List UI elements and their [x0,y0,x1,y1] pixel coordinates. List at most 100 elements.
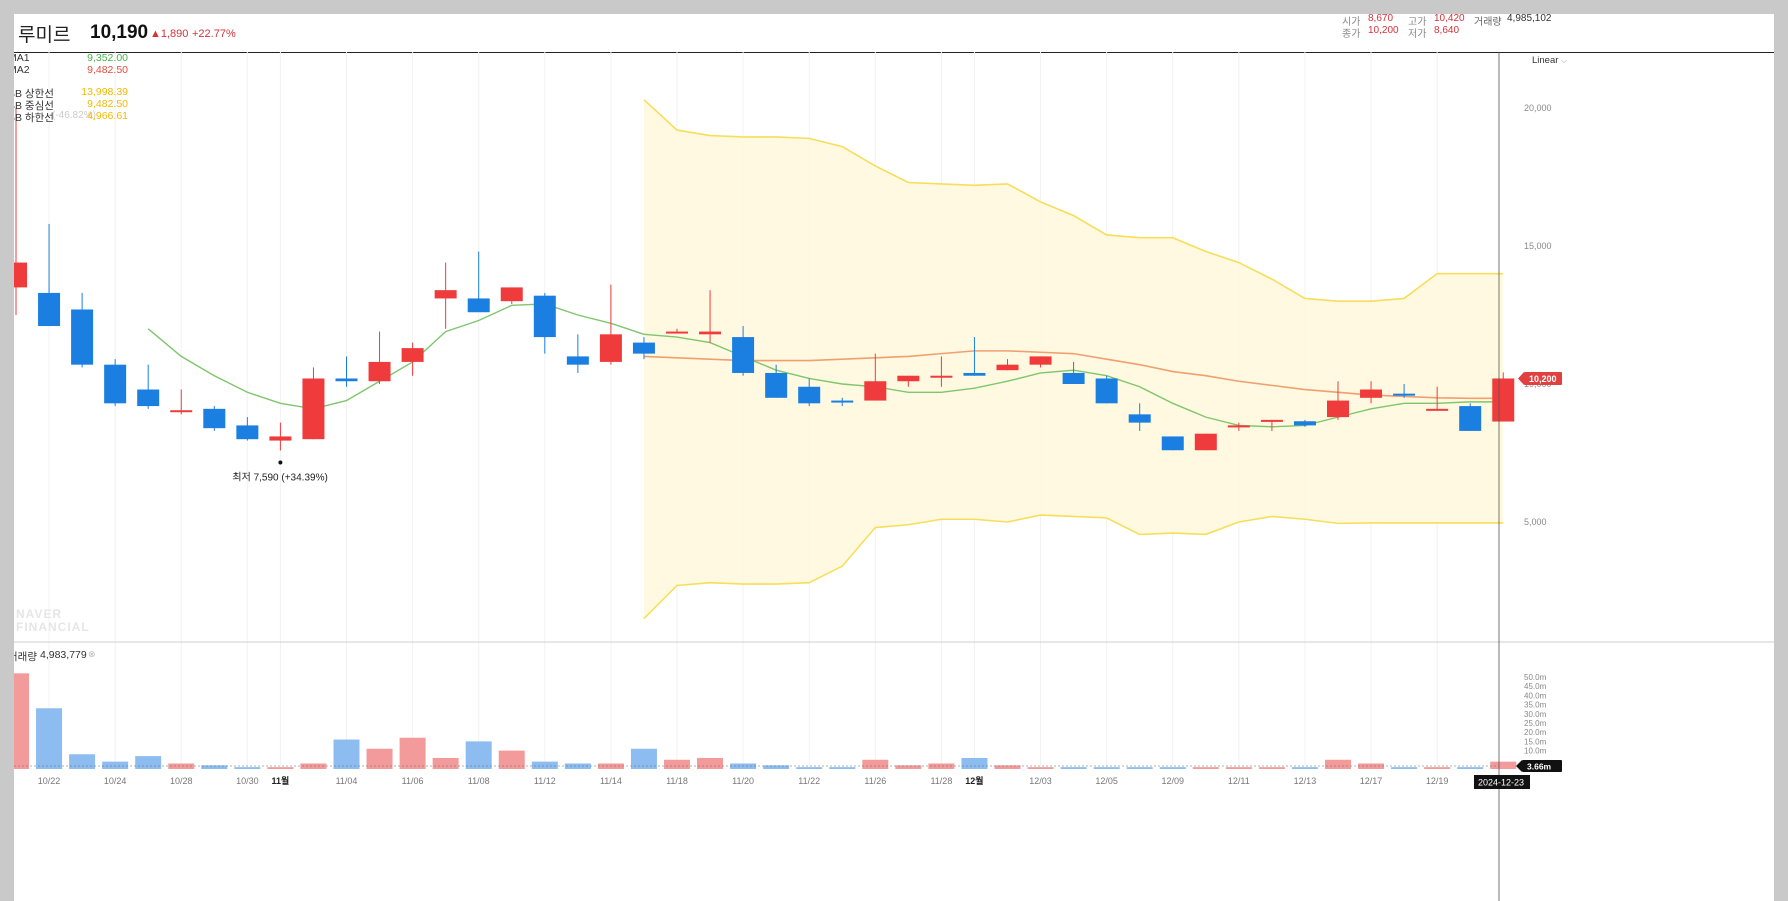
volume-bar[interactable] [664,759,690,769]
candle[interactable] [1095,375,1118,404]
volume-bar[interactable] [465,741,492,769]
candle[interactable] [864,353,887,401]
volume-bar[interactable] [1060,767,1087,769]
volume-bar[interactable] [1457,767,1484,769]
candle[interactable] [599,284,622,365]
volume-bar[interactable] [697,757,724,769]
volume-axis: 50.0m45.0m40.0m35.0m30.0m25.0m20.0m15.0m… [1524,673,1547,756]
candle[interactable] [1393,384,1416,398]
volume-bar[interactable] [168,763,195,769]
candle[interactable] [1194,433,1217,451]
volume-bar[interactable] [399,737,426,769]
candle[interactable] [533,292,556,354]
volume-bar[interactable] [366,748,393,769]
legend-bb-upper-label: BB 상한선 [14,88,54,100]
candle[interactable] [368,331,391,384]
volume-bar[interactable] [796,767,823,769]
volume-bar[interactable] [630,748,657,769]
candle[interactable] [1492,372,1515,422]
volume-bar[interactable] [895,765,922,769]
candle[interactable] [798,378,821,407]
volume-bar[interactable] [135,756,162,769]
volume-bar[interactable] [1424,767,1451,769]
candle[interactable] [1227,422,1250,431]
candle[interactable] [104,359,127,407]
candle[interactable] [71,292,94,368]
candle[interactable] [500,287,523,304]
candle[interactable] [137,364,160,409]
candle[interactable] [401,342,424,376]
volume-bar[interactable] [102,761,129,769]
candle[interactable] [632,337,655,360]
candle[interactable] [1260,419,1283,431]
volume-bar[interactable] [333,739,360,769]
volume-bar[interactable] [1325,759,1351,769]
candle[interactable] [38,223,61,327]
volume-bar[interactable] [1126,767,1153,769]
scale-mode-button[interactable]: Linear ⌵ [1532,55,1567,66]
candle[interactable] [170,389,193,415]
candle[interactable] [1327,381,1349,420]
volume-bar[interactable] [1093,767,1120,769]
volume-bar[interactable] [928,763,955,769]
close-icon[interactable]: ⊗ [88,649,96,659]
candle[interactable] [236,417,259,441]
candle[interactable] [467,251,490,313]
volume-bar[interactable] [69,754,96,769]
volume-bar[interactable] [1027,767,1054,769]
volume-bar[interactable] [267,767,294,769]
volume-bar[interactable] [1391,767,1418,769]
candle[interactable] [831,397,854,407]
candle[interactable] [996,359,1019,371]
candle[interactable] [269,422,292,451]
candle[interactable] [203,406,226,431]
candle[interactable] [930,356,953,387]
volume-bar[interactable] [36,708,63,769]
volume-bar[interactable] [1490,761,1517,769]
volume-bar[interactable] [829,767,856,769]
candle[interactable] [963,337,986,376]
candle[interactable] [1128,403,1151,431]
volume-bar[interactable] [234,767,261,769]
candle[interactable] [765,364,788,398]
candle[interactable] [302,367,325,440]
candle[interactable] [732,326,755,376]
volume-tick-label: 10.0m [1524,747,1547,756]
volume-bar[interactable] [201,765,228,769]
volume-bar[interactable] [961,757,988,769]
candle[interactable] [1161,436,1184,451]
candle[interactable] [666,328,688,334]
volume-header-value: 4,985,102 [1507,14,1552,24]
volume-bar[interactable] [1159,767,1186,769]
x-tick-label: 11/22 [798,776,820,786]
volume-bar[interactable] [1258,767,1285,769]
candle[interactable] [335,356,358,387]
volume-bar[interactable] [432,757,459,769]
candle[interactable] [14,108,27,315]
candle[interactable] [1426,386,1449,411]
candle[interactable] [1360,381,1383,404]
legend-bb-middle-value: 9,482.50 [87,98,128,110]
volume-bar[interactable] [1225,767,1252,769]
volume-bar[interactable] [994,765,1021,769]
volume-bar[interactable] [1291,767,1318,769]
candle[interactable] [1062,361,1085,384]
volume-bar[interactable] [862,759,889,769]
candle[interactable] [1459,403,1482,431]
candle[interactable] [434,262,457,329]
candle[interactable] [1293,419,1316,427]
candle-body [401,348,424,362]
volume-bar[interactable] [763,765,790,769]
volume-bar[interactable] [531,761,558,769]
candle[interactable] [1029,356,1052,368]
candle[interactable] [699,290,722,343]
volume-bar[interactable] [300,763,327,769]
candle[interactable] [897,375,920,387]
volume-bar[interactable] [498,750,525,769]
volume-bar[interactable] [14,673,29,769]
volume-bar[interactable] [564,763,591,769]
volume-bar[interactable] [1192,767,1219,769]
candle[interactable] [566,334,589,373]
candle-body [566,356,589,365]
